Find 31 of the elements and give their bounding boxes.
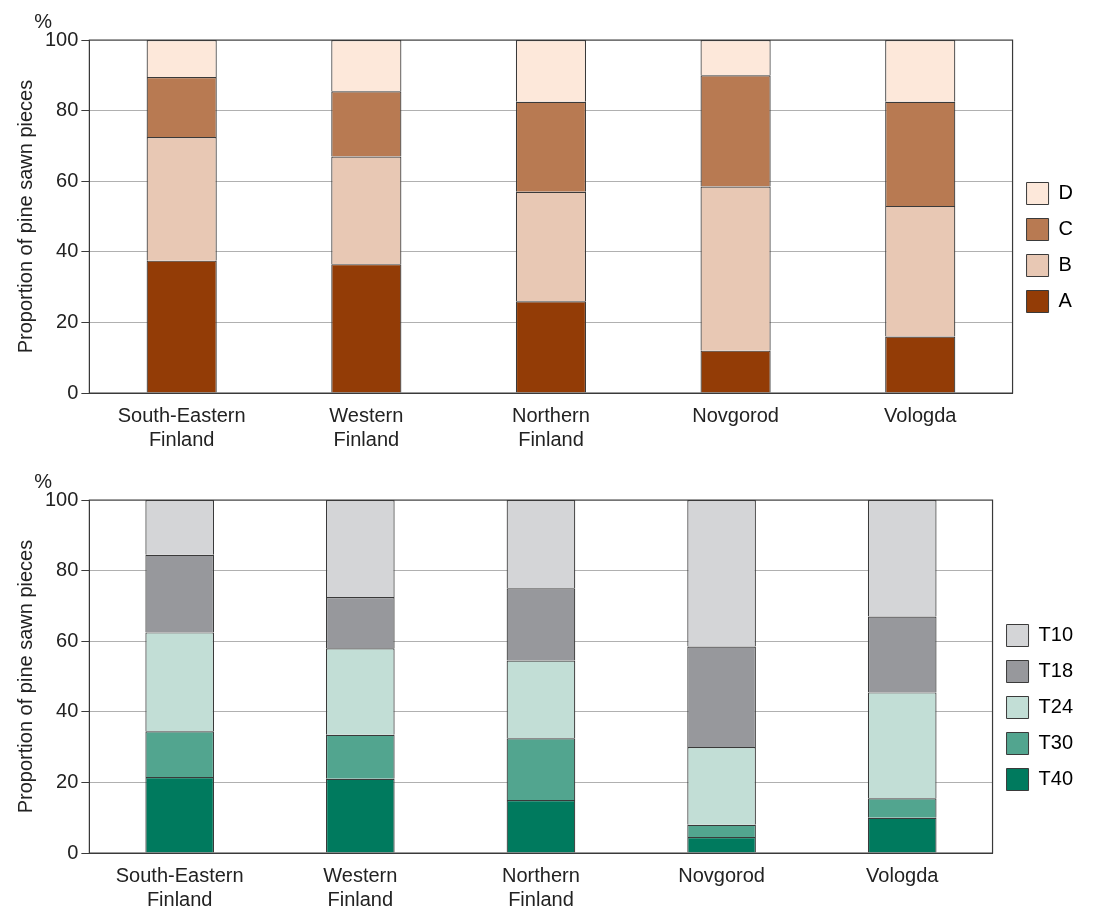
legend-label: T10 [1038, 623, 1074, 646]
x-tick-label: Northern Finland [502, 863, 580, 910]
x-tick-label: South-Eastern Finland [117, 403, 246, 450]
y-axis-title: Proportion of pine sawn pieces [13, 539, 36, 814]
legend-label: T24 [1038, 695, 1074, 718]
legend-label: T18 [1038, 659, 1074, 682]
y-tick-label: 80 [56, 98, 79, 121]
y-tick-label: 0 [67, 380, 79, 403]
x-tick-label: Novgorod [692, 403, 779, 426]
legend-label: C [1058, 217, 1074, 240]
x-tick-label: Vologda [866, 863, 940, 886]
x-tick-label: Western Finland [323, 863, 398, 910]
x-tick-label: Northern Finland [512, 403, 590, 450]
x-tick-label: Vologda [884, 403, 958, 426]
x-tick-label: Novgorod [678, 863, 765, 886]
y-tick-label: 20 [56, 309, 79, 332]
x-tick-label: Western Finland [329, 403, 404, 450]
legend-label: A [1058, 289, 1073, 312]
legend-label: B [1058, 253, 1072, 276]
y-tick-label: 60 [56, 168, 79, 191]
legend-label: D [1058, 181, 1074, 204]
y-tick-label: 20 [56, 769, 79, 792]
y-tick-label: 0 [67, 840, 79, 863]
y-tick-label: 40 [56, 239, 79, 262]
y-tick-label: 80 [56, 558, 79, 581]
legend-label: T30 [1038, 731, 1074, 754]
y-tick-label: 60 [56, 628, 79, 651]
x-tick-label: South-Eastern Finland [115, 863, 244, 910]
legend-label: T40 [1038, 767, 1074, 790]
y-tick-label: 40 [56, 699, 79, 722]
y-axis-title: Proportion of pine sawn pieces [13, 79, 36, 354]
